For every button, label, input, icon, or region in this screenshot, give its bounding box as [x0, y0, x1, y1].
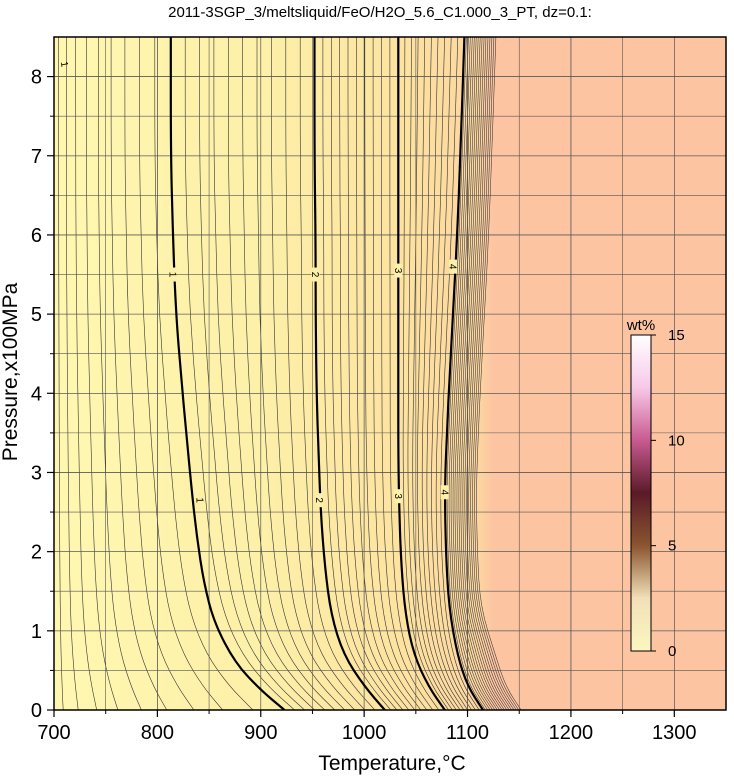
x-tick-label: 1200: [549, 722, 594, 744]
x-tick-label: 1000: [342, 722, 387, 744]
y-tick-label: 1: [31, 621, 42, 643]
contour-labels: 1 1 2 2 3 3 4 4 1: [58, 61, 458, 508]
x-tick-label: 1300: [652, 722, 697, 744]
contour-label-bg: [449, 259, 458, 274]
y-tick-label: 8: [31, 67, 42, 89]
contour-label-edge: 1: [58, 61, 70, 69]
x-axis: 700 800 900 1000 1100 1200 1300: [37, 710, 697, 744]
grid-lines: [54, 37, 726, 710]
colorbar-tick-label: 5: [668, 538, 676, 555]
plot-area: 1 1 2 2 3 3 4 4 1: [54, 37, 726, 710]
colorbar-tick-label: 0: [668, 643, 676, 660]
x-tick-label: 900: [244, 722, 277, 744]
major-contours: [169, 37, 484, 710]
contour-label-bg: [440, 485, 449, 500]
x-axis-label: Temperature,°C: [318, 752, 465, 775]
contour-label: 1: [193, 497, 204, 503]
y-axis-label: Pressure,x100MPa: [0, 282, 22, 461]
plot-frame: [53, 36, 727, 711]
major-contour-1: [169, 37, 286, 710]
y-tick-label: 5: [31, 304, 42, 326]
contour-label-bg: [315, 493, 324, 508]
contour-label: 4: [438, 489, 449, 495]
contour-label: 3: [392, 268, 403, 274]
x-tick-label: 1100: [446, 722, 489, 744]
y-tick-label: 4: [31, 383, 42, 405]
x-tick-label: 800: [141, 722, 174, 744]
x-tick-label: 700: [37, 722, 70, 744]
y-tick-label: 2: [31, 542, 42, 564]
colorbar-unit: wt%: [626, 317, 655, 334]
contour-label-bg: [195, 493, 204, 508]
colorbar-tick-label: 15: [668, 327, 685, 344]
major-contour-4: [444, 37, 484, 710]
contour-label-bg: [168, 267, 177, 282]
contour-label: 4: [447, 264, 458, 270]
major-contour-2: [313, 37, 386, 710]
y-axis: 0 1 2 3 4 5 6 7 8: [31, 67, 54, 722]
contour-label-bg: [394, 489, 403, 504]
contour-label: 2: [309, 272, 320, 278]
chart-title: 2011-3SGP_3/meltsliquid/FeO/H2O_5.6_C1.0…: [168, 4, 592, 21]
y-tick-label: 0: [31, 700, 42, 722]
contour-label-bg: [311, 267, 320, 282]
colorbar-ramp: [630, 334, 652, 652]
y-tick-label: 7: [31, 146, 42, 168]
colorbar-tick-label: 10: [668, 432, 685, 449]
contour-label: 3: [392, 493, 403, 499]
contour-label-bg: [394, 263, 403, 278]
colorbar: wt% 0 5 10 15: [626, 317, 685, 660]
y-tick-label: 6: [31, 225, 42, 247]
contour-label: 2: [313, 497, 324, 503]
contour-label: 1: [166, 272, 177, 278]
y-tick-label: 3: [31, 462, 42, 484]
